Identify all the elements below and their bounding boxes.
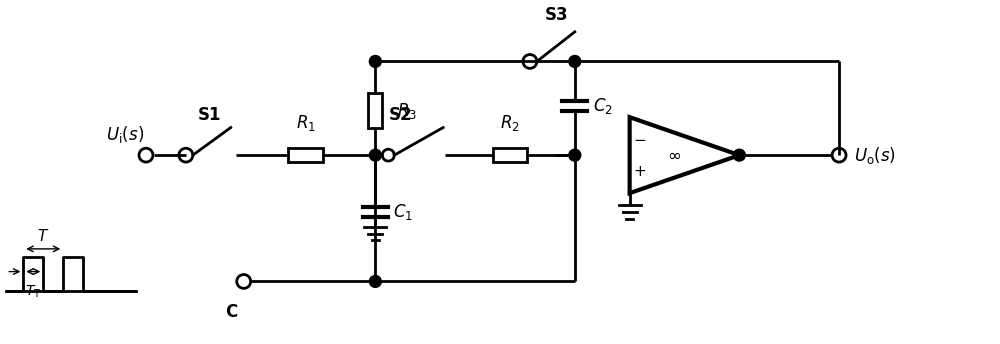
Text: $-$: $-$: [633, 131, 646, 147]
Text: $+$: $+$: [633, 164, 646, 179]
Circle shape: [733, 149, 745, 161]
Circle shape: [569, 149, 581, 161]
Text: $R_1$: $R_1$: [296, 114, 316, 133]
Text: $C_2$: $C_2$: [593, 96, 613, 116]
Circle shape: [237, 275, 251, 288]
Text: S1: S1: [198, 106, 221, 123]
Circle shape: [569, 55, 581, 67]
Text: S2: S2: [388, 106, 412, 123]
Circle shape: [382, 149, 394, 161]
Bar: [368, 94, 382, 128]
Text: $U_{\rm o}(s)$: $U_{\rm o}(s)$: [854, 145, 896, 166]
Text: $R_2$: $R_2$: [500, 114, 520, 133]
Circle shape: [179, 148, 193, 162]
Text: $R_3$: $R_3$: [397, 101, 417, 121]
Text: $T$: $T$: [37, 228, 49, 244]
Text: $\infty$: $\infty$: [667, 146, 682, 164]
Circle shape: [139, 148, 153, 162]
Bar: [288, 148, 323, 162]
Circle shape: [369, 149, 381, 161]
Text: $C_1$: $C_1$: [393, 202, 413, 222]
Circle shape: [523, 54, 537, 68]
Text: $T_{\rm T}$: $T_{\rm T}$: [25, 283, 42, 300]
Circle shape: [832, 148, 846, 162]
Text: S3: S3: [545, 6, 569, 24]
Polygon shape: [630, 117, 739, 193]
Bar: [493, 148, 527, 162]
Text: C: C: [225, 303, 237, 321]
Text: $U_{\rm i}(s)$: $U_{\rm i}(s)$: [106, 124, 144, 145]
Circle shape: [369, 276, 381, 287]
Circle shape: [369, 55, 381, 67]
